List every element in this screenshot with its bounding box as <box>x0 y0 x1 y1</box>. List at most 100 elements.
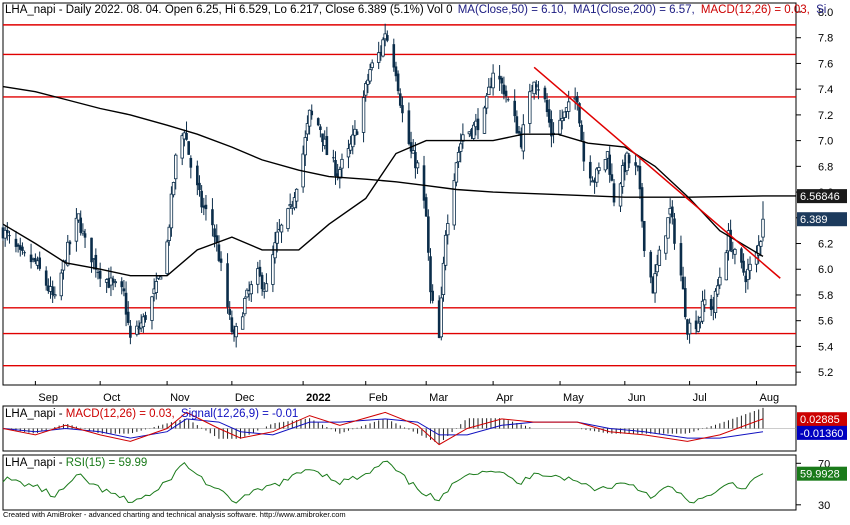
candle[interactable] <box>215 224 219 252</box>
candle[interactable] <box>407 102 411 146</box>
candle[interactable] <box>566 90 571 120</box>
candle[interactable] <box>303 130 307 167</box>
candle[interactable] <box>679 235 683 282</box>
rsi-line[interactable] <box>2 460 764 504</box>
candle[interactable] <box>452 173 456 230</box>
candle[interactable] <box>376 41 381 70</box>
candle[interactable] <box>547 99 551 128</box>
candle[interactable] <box>202 197 206 216</box>
candle[interactable] <box>79 210 83 236</box>
candle[interactable] <box>364 81 368 102</box>
candle[interactable] <box>713 288 718 319</box>
candle[interactable] <box>44 266 48 291</box>
candle[interactable] <box>129 319 132 345</box>
candle[interactable] <box>683 276 687 320</box>
candle[interactable] <box>558 109 562 136</box>
candle[interactable] <box>429 248 432 304</box>
candle[interactable] <box>396 70 400 95</box>
candle[interactable] <box>664 235 668 260</box>
candle[interactable] <box>528 83 532 134</box>
candle[interactable] <box>228 301 232 320</box>
candle[interactable] <box>6 222 9 241</box>
candle[interactable] <box>394 61 398 82</box>
candle[interactable] <box>370 59 374 71</box>
candle[interactable] <box>582 131 586 172</box>
candle[interactable] <box>439 286 443 341</box>
candle[interactable] <box>744 270 748 293</box>
candle[interactable] <box>431 284 434 304</box>
candle[interactable] <box>415 160 420 175</box>
candle[interactable] <box>154 272 158 300</box>
candle[interactable] <box>651 276 655 294</box>
candle[interactable] <box>217 235 221 263</box>
candle[interactable] <box>681 266 685 290</box>
candle[interactable] <box>137 320 141 335</box>
candle[interactable] <box>748 256 752 280</box>
candle[interactable] <box>346 139 351 169</box>
candle[interactable] <box>305 115 310 141</box>
candle[interactable] <box>636 165 640 172</box>
candle[interactable] <box>51 280 54 304</box>
candle[interactable] <box>593 177 596 194</box>
candle[interactable] <box>649 250 653 284</box>
candle[interactable] <box>703 289 707 313</box>
candle[interactable] <box>560 109 564 130</box>
candle[interactable] <box>759 239 763 257</box>
candle[interactable] <box>74 208 79 252</box>
candle[interactable] <box>498 65 501 91</box>
candle[interactable] <box>275 222 279 253</box>
candle[interactable] <box>230 310 234 335</box>
candle[interactable] <box>379 45 383 61</box>
candle[interactable] <box>424 193 428 217</box>
candle[interactable] <box>14 230 18 253</box>
candle[interactable] <box>398 88 402 109</box>
candle[interactable] <box>351 125 355 155</box>
candle[interactable] <box>470 127 473 140</box>
candle[interactable] <box>671 200 674 225</box>
candle[interactable] <box>234 322 238 348</box>
candle[interactable] <box>576 91 579 111</box>
candle[interactable] <box>260 272 264 296</box>
candle[interactable] <box>256 261 260 294</box>
candle[interactable] <box>640 183 644 228</box>
candle[interactable] <box>361 90 366 143</box>
candle[interactable] <box>709 294 713 316</box>
candle[interactable] <box>96 269 100 280</box>
candle[interactable] <box>150 295 154 330</box>
candle[interactable] <box>437 295 441 339</box>
candle[interactable] <box>126 301 130 326</box>
candle[interactable] <box>597 162 601 175</box>
candle[interactable] <box>588 155 592 186</box>
candle[interactable] <box>288 193 292 209</box>
candle[interactable] <box>122 280 126 297</box>
candle[interactable] <box>47 278 50 294</box>
candle[interactable] <box>603 159 608 173</box>
candle[interactable] <box>169 186 174 237</box>
candle[interactable] <box>348 135 353 154</box>
candle[interactable] <box>443 230 448 271</box>
candle[interactable] <box>180 133 184 166</box>
candle[interactable] <box>332 149 335 163</box>
candle[interactable] <box>687 318 692 344</box>
candle[interactable] <box>68 239 72 255</box>
candle[interactable] <box>489 77 493 89</box>
ma200-line[interactable] <box>2 85 796 198</box>
candle[interactable] <box>226 253 229 314</box>
macd-signal-line[interactable] <box>2 418 764 439</box>
candle[interactable] <box>519 127 523 149</box>
candle[interactable] <box>761 201 765 242</box>
candle[interactable] <box>414 142 417 179</box>
candle[interactable] <box>623 154 627 181</box>
candle[interactable] <box>653 264 657 303</box>
candle[interactable] <box>471 122 476 141</box>
candle[interactable] <box>211 198 214 237</box>
candle[interactable] <box>715 279 720 297</box>
candle[interactable] <box>174 153 178 190</box>
candle[interactable] <box>165 239 169 276</box>
candle[interactable] <box>580 120 583 141</box>
candle[interactable] <box>595 167 599 188</box>
downtrend-line[interactable] <box>533 66 781 279</box>
candle[interactable] <box>530 84 534 92</box>
candle[interactable] <box>386 30 389 43</box>
